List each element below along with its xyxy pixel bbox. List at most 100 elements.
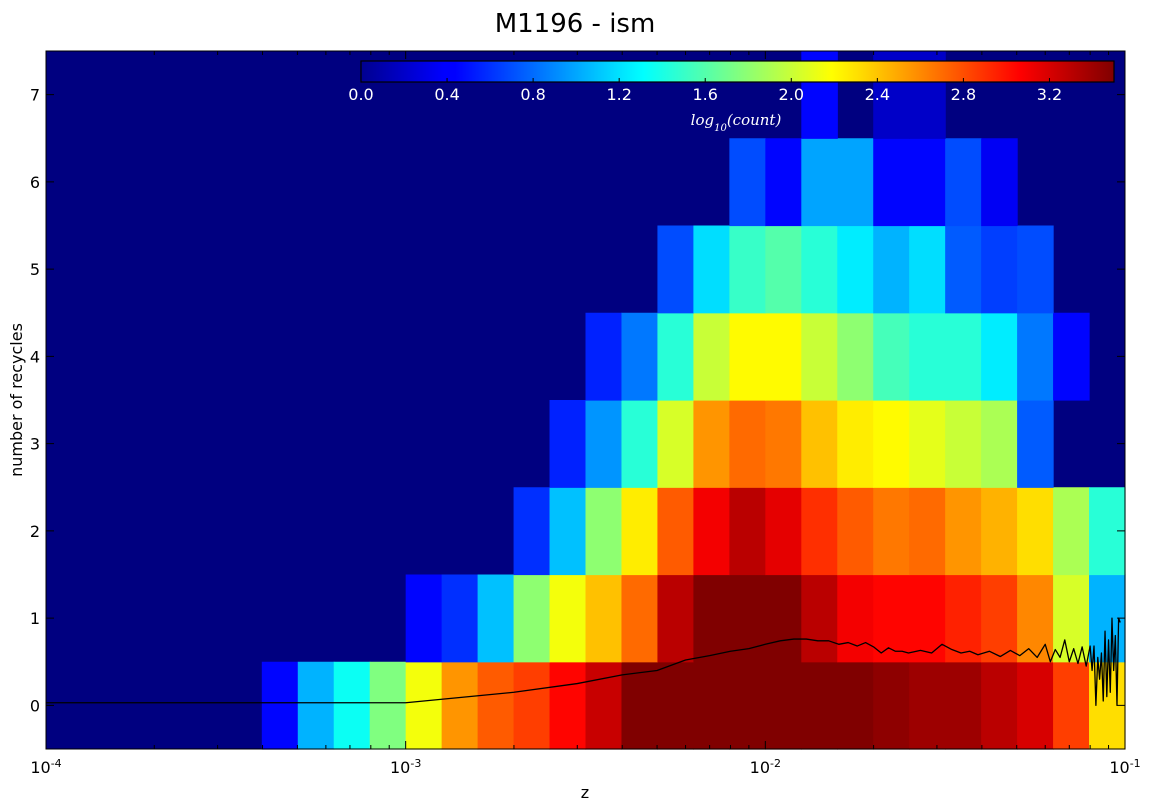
heatmap-cell — [585, 312, 623, 401]
heatmap-cell — [261, 661, 299, 750]
heatmap-cell — [657, 312, 694, 401]
heatmap-cell — [945, 400, 982, 488]
heatmap-cell — [477, 661, 515, 750]
heatmap-cell — [801, 138, 838, 227]
heatmap-cell — [693, 487, 730, 576]
colorbar: 0.0 0.4 0.8 1.2 1.6 2.0 2.4 2.8 3.2 log10(count) — [348, 60, 1115, 134]
heatmap-cell — [513, 574, 551, 663]
heatmap-cell — [549, 487, 587, 576]
heatmap-cell — [801, 487, 838, 576]
heatmap-cell — [1017, 487, 1054, 576]
heatmap-cell — [909, 487, 946, 576]
heatmap-cell — [981, 138, 1018, 227]
heatmap-cell — [549, 400, 587, 488]
colorbar-tick-label: 2.0 — [779, 85, 804, 104]
heatmap-cell — [981, 400, 1018, 488]
heatmap-cell — [909, 661, 946, 750]
heatmap-cell — [585, 574, 623, 663]
x-axis-label: z — [581, 783, 589, 802]
heatmap-cell — [1017, 574, 1054, 663]
heatmap-cell — [1053, 312, 1090, 401]
y-tick-label: 7 — [30, 86, 40, 105]
heatmap-cell — [729, 312, 766, 401]
x-tick-label: 10-1 — [1109, 757, 1140, 778]
y-tick-label: 2 — [30, 522, 40, 541]
heatmap-cell — [549, 661, 587, 750]
colorbar-tick-label: 1.6 — [693, 85, 718, 104]
heatmap-cell — [729, 574, 766, 663]
colorbar-tick-label: 0.0 — [348, 85, 373, 104]
heatmap-cell — [1017, 400, 1054, 488]
colorbar-tick-label: 2.8 — [951, 85, 976, 104]
heatmap-cell — [909, 574, 946, 663]
heatmap-cell — [873, 225, 910, 314]
heatmap-cell — [513, 661, 551, 750]
heatmap-cell — [873, 661, 910, 750]
mean-line-layer — [46, 617, 1121, 707]
heatmap-cell — [729, 400, 766, 488]
heatmap-cell — [621, 574, 659, 663]
heatmap-cell — [693, 225, 730, 314]
x-tick-label: 10-3 — [390, 757, 421, 778]
y-tick-label: 5 — [30, 260, 40, 279]
x-axis: 10-4 10-3 10-2 10-1 — [30, 51, 1141, 778]
heatmap-cell — [765, 138, 802, 227]
colorbar-label-main: log — [691, 111, 714, 129]
heatmap-cell — [441, 574, 479, 663]
heatmap-cell — [837, 400, 874, 488]
heatmap-cell — [873, 400, 910, 488]
heatmap-cell — [981, 661, 1018, 750]
heatmap-cell — [1017, 661, 1054, 750]
heatmap-cell — [765, 661, 802, 750]
x-tick-label: 10-4 — [30, 757, 61, 778]
heatmap-cell — [837, 487, 874, 576]
heatmap-cell — [1053, 574, 1090, 663]
colorbar-tick-label: 2.4 — [865, 85, 890, 104]
heatmap-cell — [477, 574, 515, 663]
heatmap-cell — [1017, 225, 1054, 314]
heatmap-cell — [765, 574, 802, 663]
y-tick-label: 4 — [30, 347, 40, 366]
y-tick-label: 1 — [30, 609, 40, 628]
heatmap-cell — [729, 661, 766, 750]
y-tick-label: 6 — [30, 173, 40, 192]
heatmap-cell — [981, 225, 1018, 314]
heatmap-cell — [945, 312, 982, 401]
heatmap-cell — [729, 487, 766, 576]
colorbar-gradient — [360, 60, 1115, 83]
heatmap-cell — [297, 661, 335, 750]
heatmap-cell — [657, 225, 694, 314]
heatmap-cell — [981, 574, 1018, 663]
heatmap-cell — [657, 661, 694, 750]
heatmap-cell — [981, 487, 1018, 576]
heatmap-cell — [801, 225, 838, 314]
heatmap-cell — [621, 312, 659, 401]
heatmap-cell — [945, 574, 982, 663]
heatmap-cell — [765, 312, 802, 401]
heatmap-cell — [405, 574, 443, 663]
heatmap-cell — [945, 138, 982, 227]
heatmap-cell — [945, 661, 982, 750]
chart-title: M1196 - ism — [495, 9, 656, 39]
heatmap-cell — [801, 312, 838, 401]
colorbar-tick-label: 1.2 — [606, 85, 631, 104]
heatmap-cell — [1017, 312, 1054, 401]
heatmap-cell — [801, 574, 838, 663]
heatmap-cell — [837, 312, 874, 401]
y-tick-label: 0 — [30, 696, 40, 715]
heatmap-cell — [549, 574, 587, 663]
heatmap-cell — [981, 312, 1018, 401]
heatmap-cell — [909, 400, 946, 488]
heatmap-cell — [945, 487, 982, 576]
y-axis-label: number of recycles — [7, 323, 26, 477]
heatmap-cell — [693, 312, 730, 401]
y-axis: 0 1 2 3 4 5 6 7 — [30, 86, 1125, 715]
heatmap-cell — [333, 661, 371, 750]
colorbar-tick-label: 0.8 — [520, 85, 545, 104]
heatmap-cell — [909, 225, 946, 314]
heatmap-cell — [1053, 661, 1090, 750]
y-tick-label: 3 — [30, 435, 40, 454]
heatmap-cell — [837, 138, 874, 227]
heatmap-cell — [1053, 487, 1090, 576]
